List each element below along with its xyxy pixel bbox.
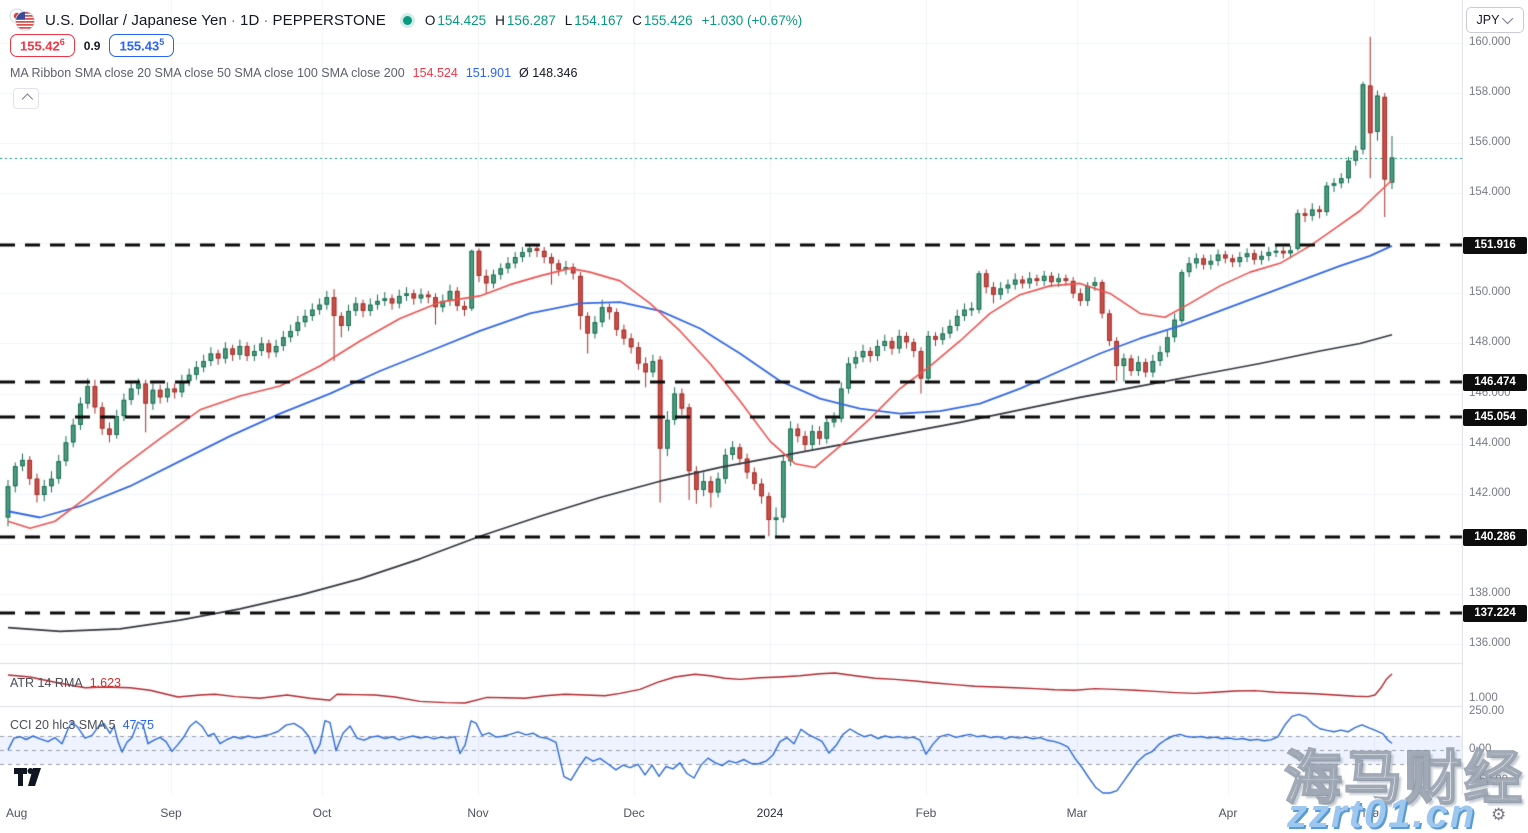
cci-pane-legend[interactable]: CCI 20 hlc3 SMA 5 47.75	[10, 718, 154, 732]
spread-value: 0.9	[83, 38, 101, 53]
axis-tick-label: 136.000	[1469, 637, 1511, 649]
price-level-plate: 151.916	[1463, 236, 1527, 254]
settings-gear-icon[interactable]: ⚙	[1491, 805, 1507, 824]
change-value: +1.030 (+0.67%)	[701, 12, 803, 28]
axis-tick-label: 156.000	[1469, 136, 1511, 148]
price-level-plate: 145.054	[1463, 408, 1527, 426]
axis-tick-label: 148.000	[1469, 336, 1511, 348]
axis-tick-label: 160.000	[1469, 36, 1511, 48]
price-level-plate: 140.286	[1463, 528, 1527, 546]
market-status-dot[interactable]	[402, 15, 412, 25]
ohlc-values: O 154.425 H 156.287 L 154.167 C 155.426 +1.0…	[424, 12, 803, 28]
time-tick-label: Nov	[467, 806, 489, 820]
chevron-down-icon	[1502, 12, 1514, 25]
time-tick-label: Mar	[1066, 806, 1088, 820]
chart-header: U.S. Dollar / Japanese Yen · 1D · PEPPERSTON…	[8, 8, 802, 32]
ma-ribbon-title: MA Ribbon SMA close 20 SMA close 50 SMA …	[10, 66, 405, 80]
price-level-plate: 137.224	[1463, 604, 1527, 622]
time-tick-label: Sep	[160, 806, 182, 820]
low-value: 154.167	[574, 12, 624, 28]
time-tick-label: Feb	[915, 806, 937, 820]
time-tick-label: Dec	[623, 806, 645, 820]
axis-tick-label: 138.000	[1469, 587, 1511, 599]
atr-value: 1.623	[89, 676, 121, 690]
axis-tick-label: 144.000	[1469, 437, 1511, 449]
ma50-value: 151.901	[465, 66, 512, 80]
time-tick-label: 2024	[756, 806, 784, 820]
axis-tick-label: -250.00	[1469, 774, 1509, 786]
open-value: 154.425	[437, 12, 487, 28]
axis-tick-label: 158.000	[1469, 86, 1511, 98]
axis-tick-label: 250.00	[1469, 705, 1505, 717]
axis-tick-label: 1.000	[1469, 692, 1498, 704]
ma20-value: 154.524	[412, 66, 458, 80]
currency-label: JPY	[1476, 13, 1500, 27]
cci-label: CCI 20 hlc3 SMA 5	[10, 718, 116, 732]
axis-tick-label: 0.00	[1469, 743, 1492, 755]
axis-tick-label: 150.000	[1469, 286, 1511, 298]
time-tick-label: Oct	[312, 806, 332, 820]
interval-label: 1D	[240, 11, 260, 29]
time-tick-label: Aug	[6, 806, 28, 820]
time-tick-label: Apr	[1218, 806, 1238, 820]
cci-value: 47.75	[122, 718, 154, 732]
ma-average-value: Ø 148.346	[519, 66, 578, 80]
usdjpy-pair-flag-icon	[8, 8, 38, 32]
tradingview-logo[interactable]	[13, 766, 49, 790]
chevron-up-icon	[21, 92, 34, 105]
bid-ask-row: 155.426 0.9 155.435	[10, 34, 175, 58]
collapse-legend-button[interactable]	[13, 88, 39, 109]
buy-button[interactable]: 155.435	[109, 34, 175, 58]
axis-tick-label: 154.000	[1469, 186, 1511, 198]
exchange-label: PEPPERSTONE	[272, 11, 386, 29]
time-tick-label: May	[1362, 806, 1386, 820]
sell-button[interactable]: 155.426	[10, 34, 75, 58]
atr-label: ATR 14 RMA	[10, 676, 83, 690]
currency-selector[interactable]: JPY	[1466, 7, 1524, 33]
time-axis[interactable]: Aug Sep Oct Nov Dec 2024 Feb Mar Apr May	[0, 795, 1528, 833]
axis-tick-label: 142.000	[1469, 487, 1511, 499]
atr-pane-legend[interactable]: ATR 14 RMA 1.623	[10, 676, 121, 690]
price-level-plate: 146.474	[1463, 373, 1527, 391]
price-axis[interactable]: 160.000 158.000 156.000 154.000 150.000 148.0…	[1463, 0, 1528, 795]
symbol-title[interactable]: U.S. Dollar / Japanese Yen · 1D · PEPPERSTON…	[45, 11, 386, 29]
close-value: 155.426	[643, 12, 693, 28]
high-value: 156.287	[506, 12, 556, 28]
ma-ribbon-legend[interactable]: MA Ribbon SMA close 20 SMA close 50 SMA …	[10, 66, 577, 80]
